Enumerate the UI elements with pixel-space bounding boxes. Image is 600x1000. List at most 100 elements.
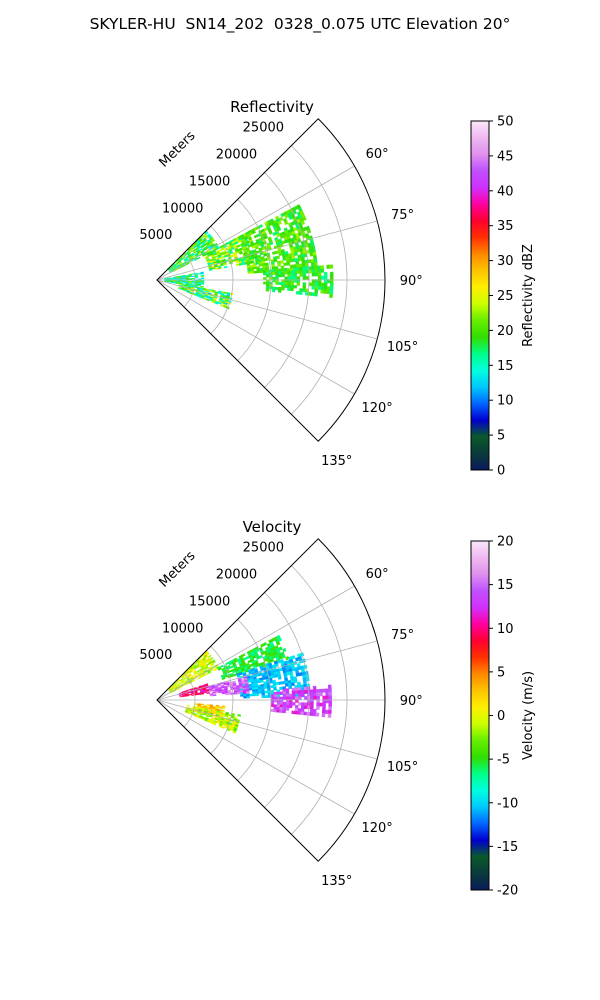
- echo-gate: [302, 288, 306, 293]
- echo-gate: [191, 281, 196, 284]
- echo-gate: [191, 277, 196, 280]
- echo-gate: [226, 685, 231, 688]
- echo-gate: [276, 255, 280, 260]
- echo-gate: [287, 287, 291, 291]
- echo-gate: [294, 687, 299, 692]
- echo-gate: [281, 284, 285, 288]
- echo-gate: [282, 707, 287, 711]
- echo-gate: [290, 282, 294, 286]
- echo-gate: [301, 702, 305, 706]
- echo-gate: [179, 281, 183, 283]
- colorbar-tick-label: 20: [497, 535, 514, 550]
- echo-gate: [224, 693, 229, 696]
- echo-gate: [274, 663, 279, 668]
- echo-gate: [277, 287, 282, 291]
- echo-gate: [314, 289, 319, 294]
- echo-gate: [239, 686, 244, 689]
- echo-gate: [326, 286, 331, 291]
- echo-gate: [291, 655, 296, 660]
- panel-title: Velocity: [243, 518, 302, 536]
- echo-gate: [185, 276, 190, 278]
- colorbar-tick-label: -5: [497, 753, 510, 768]
- azimuth-tick-label: 90°: [400, 694, 423, 709]
- echo-gate: [266, 274, 270, 278]
- echo-field: [164, 204, 334, 310]
- echo-gate: [200, 272, 204, 275]
- echo-gate: [187, 688, 191, 692]
- echo-gate: [321, 709, 326, 714]
- echo-gate: [212, 694, 217, 697]
- echo-gate: [310, 692, 314, 697]
- echo-gate: [323, 289, 328, 294]
- echo-gate: [194, 276, 199, 279]
- echo-gate: [315, 712, 320, 717]
- echo-gate: [277, 263, 282, 267]
- echo-gate: [309, 712, 314, 717]
- echo-gate: [248, 687, 253, 691]
- echo-gate: [275, 681, 280, 686]
- echo-gate: [285, 693, 290, 698]
- echo-gate: [285, 656, 290, 661]
- azimuth-gridline: [156, 699, 355, 815]
- echo-gate: [279, 696, 284, 700]
- azimuth-tick-label: 120°: [361, 821, 392, 836]
- echo-gate: [191, 694, 195, 696]
- echo-gate: [239, 689, 244, 693]
- echo-gate: [273, 696, 278, 700]
- echo-gate: [223, 291, 228, 295]
- echo-gate: [311, 269, 316, 274]
- echo-gate: [208, 268, 213, 271]
- echo-gate: [259, 270, 264, 274]
- echo-gate: [303, 705, 308, 710]
- echo-gate: [304, 702, 308, 706]
- echo-gate: [191, 283, 196, 285]
- azimuth-gridline: [156, 585, 355, 701]
- echo-gate: [246, 691, 250, 694]
- echo-gate: [223, 262, 228, 266]
- range-tick-label: 10000: [162, 621, 203, 636]
- echo-gate: [169, 689, 173, 693]
- echo-gate: [284, 284, 288, 288]
- echo-gate: [289, 264, 294, 269]
- echo-gate: [302, 273, 307, 277]
- echo-gate: [241, 262, 246, 266]
- echo-gate: [311, 285, 316, 290]
- echo-gate: [275, 271, 279, 275]
- echo-gate: [300, 220, 306, 226]
- echo-gate: [284, 276, 288, 280]
- echo-gate: [325, 695, 329, 700]
- colorbar-tick-label: 0: [497, 464, 505, 479]
- echo-gate: [319, 702, 323, 707]
- echo-gate: [182, 278, 187, 280]
- echo-gate: [206, 704, 211, 706]
- echo-gate: [241, 653, 246, 658]
- echo-gate: [285, 702, 290, 706]
- panel-title: Reflectivity: [230, 98, 314, 116]
- range-tick-label: 25000: [243, 541, 284, 556]
- colorbar-tick-label: 10: [497, 394, 514, 409]
- echo-gate: [284, 271, 288, 275]
- range-axis-label: Meters: [157, 548, 199, 590]
- echo-gate: [292, 264, 297, 268]
- echo-gate: [283, 262, 288, 266]
- echo-gate: [313, 689, 317, 694]
- echo-gate: [311, 272, 316, 277]
- echo-gate: [317, 272, 322, 277]
- echo-gate: [281, 287, 285, 291]
- range-tick-label: 20000: [216, 148, 257, 163]
- echo-gate: [205, 652, 210, 657]
- reflectivity-panel: Reflectivity 5000 10000 15000 20000 25000 Mete…: [139, 98, 536, 479]
- echo-gate: [265, 288, 270, 292]
- echo-gate: [277, 268, 282, 273]
- colorbar-tick-label: -20: [497, 884, 518, 899]
- echo-gate: [178, 686, 182, 690]
- echo-gate: [302, 285, 307, 290]
- echo-gate: [328, 695, 333, 700]
- echo-gate: [297, 711, 302, 715]
- echo-gate: [253, 270, 258, 274]
- echo-gate: [196, 256, 201, 260]
- echo-gate: [296, 267, 300, 271]
- echo-gate: [330, 275, 334, 280]
- echo-gate: [221, 725, 225, 730]
- echo-gate: [297, 681, 301, 686]
